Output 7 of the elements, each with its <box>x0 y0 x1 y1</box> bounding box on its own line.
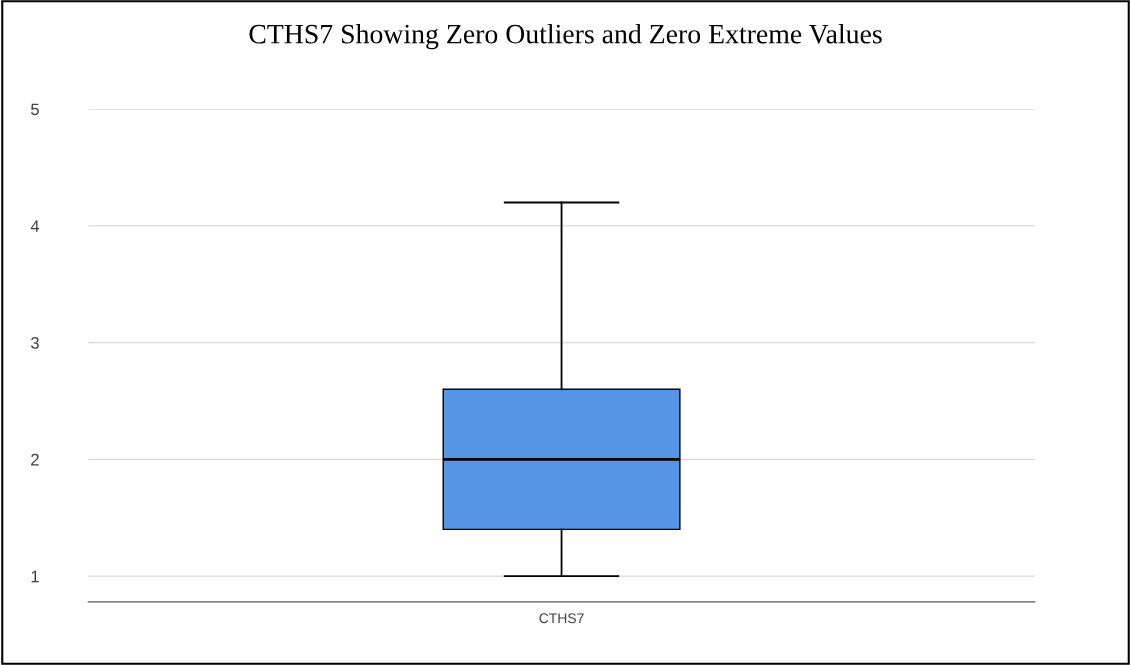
y-tick-label: 5 <box>31 103 39 116</box>
y-tick-label: 1 <box>31 570 39 583</box>
y-tick-label: 3 <box>30 337 39 349</box>
y-tick-label: 4 <box>30 220 40 232</box>
y-tick-label: 2 <box>31 453 39 466</box>
x-tick-label: CTHS7 <box>539 613 584 624</box>
chart-title: CTHS7 Showing Zero Outliers and Zero Extreme Values <box>249 23 882 50</box>
